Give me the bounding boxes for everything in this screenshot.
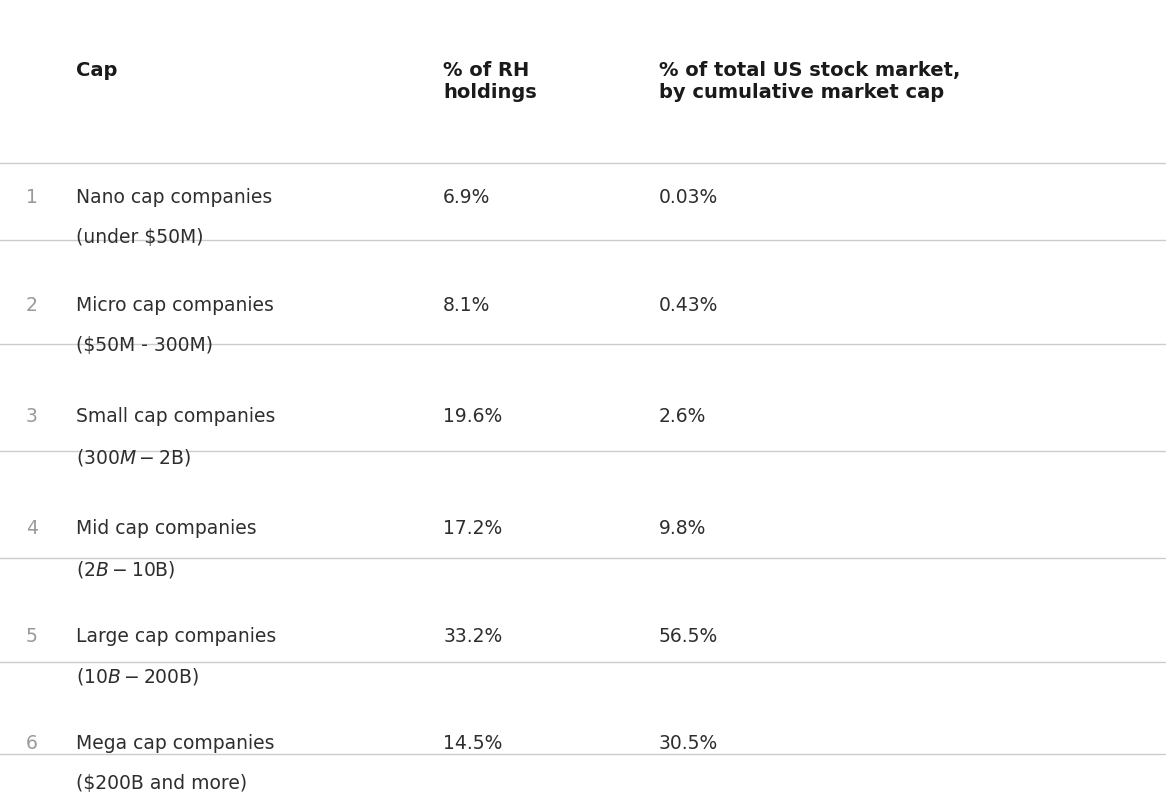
Text: 2: 2 <box>26 296 37 315</box>
Text: 0.43%: 0.43% <box>659 296 718 315</box>
Text: ($50M - 300M): ($50M - 300M) <box>76 336 212 355</box>
Text: (under $50M): (under $50M) <box>76 228 203 247</box>
Text: 3: 3 <box>26 407 37 426</box>
Text: 2.6%: 2.6% <box>659 407 707 426</box>
Text: 4: 4 <box>26 519 37 538</box>
Text: 0.03%: 0.03% <box>659 188 718 208</box>
Text: % of total US stock market,
by cumulative market cap: % of total US stock market, by cumulativ… <box>659 62 960 102</box>
Text: 5: 5 <box>26 626 37 645</box>
Text: ($2B - $10B): ($2B - $10B) <box>76 559 175 580</box>
Text: 6: 6 <box>26 734 37 753</box>
Text: 19.6%: 19.6% <box>443 407 503 426</box>
Text: Cap: Cap <box>76 62 117 81</box>
Text: % of RH
holdings: % of RH holdings <box>443 62 536 102</box>
Text: Mega cap companies: Mega cap companies <box>76 734 274 753</box>
Text: 14.5%: 14.5% <box>443 734 503 753</box>
Text: 30.5%: 30.5% <box>659 734 718 753</box>
Text: Mid cap companies: Mid cap companies <box>76 519 257 538</box>
Text: Large cap companies: Large cap companies <box>76 626 276 645</box>
Text: ($200B and more): ($200B and more) <box>76 774 247 792</box>
Text: 8.1%: 8.1% <box>443 296 491 315</box>
Text: Small cap companies: Small cap companies <box>76 407 275 426</box>
Text: Nano cap companies: Nano cap companies <box>76 188 272 208</box>
Text: ($10B - $200B): ($10B - $200B) <box>76 667 199 687</box>
Text: Micro cap companies: Micro cap companies <box>76 296 274 315</box>
Text: 6.9%: 6.9% <box>443 188 491 208</box>
Text: 1: 1 <box>26 188 37 208</box>
Text: 33.2%: 33.2% <box>443 626 503 645</box>
Text: 9.8%: 9.8% <box>659 519 707 538</box>
Text: 56.5%: 56.5% <box>659 626 718 645</box>
Text: 17.2%: 17.2% <box>443 519 503 538</box>
Text: ($300M - $2B): ($300M - $2B) <box>76 447 190 468</box>
